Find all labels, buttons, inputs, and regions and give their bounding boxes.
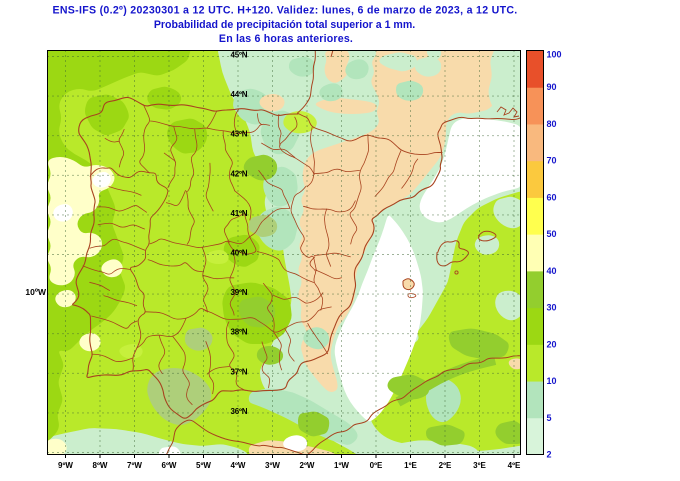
svg-text:30: 30 <box>547 303 557 313</box>
svg-text:10ºW: 10ºW <box>25 287 47 297</box>
svg-text:3ºW: 3ºW <box>265 461 280 470</box>
svg-text:2: 2 <box>547 450 552 460</box>
svg-text:50: 50 <box>547 229 557 239</box>
svg-text:39ºN: 39ºN <box>231 288 248 297</box>
svg-text:En las 6 horas anteriores.: En las 6 horas anteriores. <box>219 33 353 45</box>
svg-text:41ºN: 41ºN <box>231 209 248 218</box>
svg-text:40ºN: 40ºN <box>231 249 248 258</box>
svg-text:60: 60 <box>547 192 557 202</box>
svg-text:1ºW: 1ºW <box>334 461 349 470</box>
svg-text:5ºW: 5ºW <box>196 461 211 470</box>
svg-text:70: 70 <box>547 156 557 166</box>
svg-text:4ºE: 4ºE <box>508 461 521 470</box>
svg-text:90: 90 <box>547 82 557 92</box>
svg-text:7ºW: 7ºW <box>127 461 142 470</box>
svg-text:4ºW: 4ºW <box>231 461 246 470</box>
svg-text:100: 100 <box>547 50 562 60</box>
svg-text:2ºW: 2ºW <box>300 461 315 470</box>
svg-text:45ºN: 45ºN <box>231 51 248 60</box>
svg-text:5: 5 <box>547 413 552 423</box>
svg-text:Probabilidad de precipitación: Probabilidad de precipitación total supe… <box>154 19 415 31</box>
svg-text:9ºW: 9ºW <box>58 461 73 470</box>
svg-text:3ºE: 3ºE <box>473 461 486 470</box>
svg-text:8ºW: 8ºW <box>93 461 108 470</box>
svg-text:0ºE: 0ºE <box>370 461 383 470</box>
svg-text:44ºN: 44ºN <box>231 90 248 99</box>
svg-text:20: 20 <box>547 339 557 349</box>
svg-text:38ºN: 38ºN <box>231 328 248 337</box>
svg-text:36ºN: 36ºN <box>231 407 248 416</box>
svg-text:40: 40 <box>547 266 557 276</box>
svg-text:2ºE: 2ºE <box>439 461 452 470</box>
svg-text:6ºW: 6ºW <box>162 461 177 470</box>
svg-text:ENS-IFS (0.2º) 20230301 a 12 U: ENS-IFS (0.2º) 20230301 a 12 UTC. H+120.… <box>52 5 517 17</box>
svg-text:37ºN: 37ºN <box>231 367 248 376</box>
svg-text:1ºE: 1ºE <box>404 461 417 470</box>
svg-text:43ºN: 43ºN <box>231 130 248 139</box>
svg-text:80: 80 <box>547 119 557 129</box>
svg-text:10: 10 <box>547 376 557 386</box>
svg-text:42ºN: 42ºN <box>231 169 248 178</box>
